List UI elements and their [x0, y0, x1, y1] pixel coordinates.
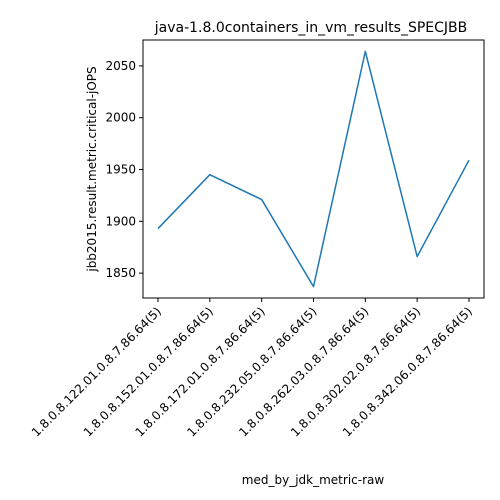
y-tick-label: 1900 [105, 214, 136, 228]
y-axis-label: jbb2015.result.metric.critical-jOPS [85, 66, 99, 272]
y-tick-label: 1950 [105, 163, 136, 177]
plot-frame [142, 39, 485, 299]
x-axis: 1.8.0.8.122.01.0.8.7.86.64(5)1.8.0.8.152… [29, 298, 475, 440]
series-layer [157, 50, 470, 288]
y-tick-label: 2000 [105, 111, 136, 125]
chart-title: java-1.8.0containers_in_vm_results_SPECJ… [154, 20, 468, 36]
y-tick-label: 2050 [105, 59, 136, 73]
y-tick-label: 1850 [105, 266, 136, 280]
x-axis-label: med_by_jdk_metric-raw [242, 473, 385, 487]
series-line [157, 50, 470, 288]
y-axis: 1850 1900 1950 2000 2050 [105, 59, 143, 280]
